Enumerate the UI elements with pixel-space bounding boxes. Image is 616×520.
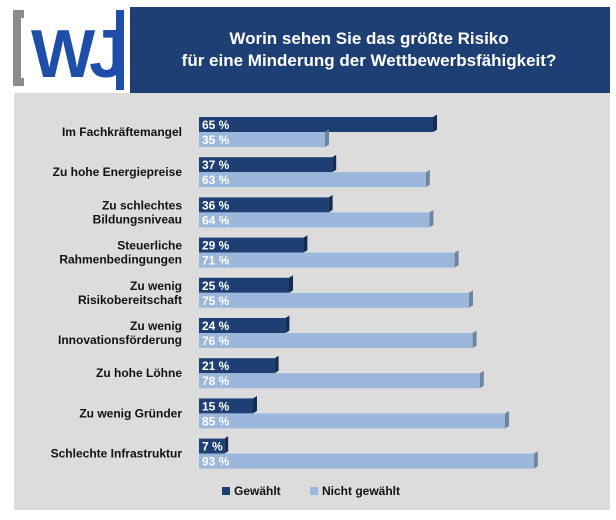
bar-nicht-gewaehlt-7: [199, 413, 505, 429]
legend-label-nicht-gewaehlt: Nicht gewählt: [322, 484, 400, 498]
bar-side-nicht-gewaehlt-3: [454, 250, 459, 268]
category-label-2-line-1: Zu schlechtes: [102, 198, 182, 212]
category-label-2-line-2: Bildungsniveau: [93, 212, 182, 226]
title-line-2: für eine Minderung der Wettbewerbsfähigk…: [182, 51, 557, 70]
bar-gewaehlt-0: [199, 117, 433, 132]
bar-side-nicht-gewaehlt-0: [325, 129, 329, 147]
legend-swatch-gewaehlt: [222, 487, 230, 495]
category-label-6: Zu hohe Löhne: [96, 366, 182, 380]
bar-side-gewaehlt-4: [289, 275, 293, 293]
bar-side-gewaehlt-3: [303, 235, 308, 253]
category-label-7: Zu wenig Gründer: [79, 406, 182, 420]
bar-side-gewaehlt-6: [274, 355, 279, 374]
logo: WJ: [0, 0, 130, 93]
category-label-0: Im Fachkräftemangel: [62, 125, 182, 139]
value-label-nicht-gewaehlt-8: 93 %: [202, 455, 230, 469]
legend: Gewählt Nicht gewählt: [222, 484, 400, 498]
bar-side-gewaehlt-7: [253, 396, 257, 414]
value-label-nicht-gewaehlt-1: 63 %: [202, 173, 230, 187]
legend-swatch-nicht-gewaehlt: [310, 487, 318, 495]
bar-side-nicht-gewaehlt-2: [429, 210, 434, 228]
logo-bar-shape: [116, 10, 124, 90]
bar-nicht-gewaehlt-4: [199, 292, 469, 308]
category-label-4-line-1: Zu wenig: [130, 279, 182, 293]
bar-side-nicht-gewaehlt-1: [425, 169, 430, 188]
bar-nicht-gewaehlt-0: [199, 132, 325, 147]
category-label-4-line-2: Risikobereitschaft: [78, 293, 182, 307]
title-line-1: Worin sehen Sie das größte Risiko: [229, 29, 508, 48]
value-label-gewaehlt-4: 25 %: [202, 279, 230, 293]
bar-gewaehlt-8: [199, 438, 225, 454]
bars-group: 65 %35 % 37 %63 % 36 %64 % 29 %71 % 25 %75 %…: [199, 114, 538, 469]
value-label-nicht-gewaehlt-3: 71 %: [202, 254, 230, 268]
bar-gewaehlt-3: [199, 237, 304, 253]
value-label-nicht-gewaehlt-5: 76 %: [202, 334, 230, 348]
bar-side-nicht-gewaehlt-6: [479, 370, 484, 389]
bar-side-gewaehlt-8: [224, 436, 229, 454]
bar-nicht-gewaehlt-1: [199, 172, 426, 188]
value-label-gewaehlt-1: 37 %: [202, 158, 230, 172]
value-label-nicht-gewaehlt-0: 35 %: [202, 133, 230, 147]
value-label-gewaehlt-2: 36 %: [202, 198, 230, 212]
bar-side-nicht-gewaehlt-7: [505, 411, 509, 429]
bar-nicht-gewaehlt-2: [199, 212, 430, 228]
bar-nicht-gewaehlt-5: [199, 333, 473, 348]
bar-nicht-gewaehlt-8: [199, 453, 534, 469]
value-label-nicht-gewaehlt-4: 75 %: [202, 294, 230, 308]
category-labels: Im Fachkräftemangel Zu hohe Energiepreise…: [51, 125, 183, 461]
category-label-5-line-1: Zu wenig: [130, 319, 182, 333]
value-label-gewaehlt-0: 65 %: [202, 118, 230, 132]
bar-nicht-gewaehlt-6: [199, 373, 480, 389]
bar-side-gewaehlt-0: [433, 114, 437, 132]
category-label-8: Schlechte Infrastruktur: [51, 447, 183, 461]
value-label-gewaehlt-6: 21 %: [202, 359, 230, 373]
value-label-nicht-gewaehlt-2: 64 %: [202, 213, 230, 227]
bar-gewaehlt-7: [199, 398, 253, 414]
category-label-5-line-2: Innovationsförderung: [58, 333, 182, 347]
category-label-3-line-2: Rahmenbedingungen: [59, 253, 182, 267]
bar-gewaehlt-4: [199, 277, 289, 293]
bar-gewaehlt-1: [199, 157, 333, 173]
value-label-gewaehlt-8: 7 %: [202, 440, 223, 454]
category-label-3-line-1: Steuerliche: [117, 239, 182, 253]
bar-side-gewaehlt-2: [328, 195, 333, 213]
value-label-nicht-gewaehlt-7: 85 %: [202, 414, 230, 428]
value-label-gewaehlt-7: 15 %: [202, 399, 230, 413]
bar-gewaehlt-6: [199, 358, 275, 374]
bar-side-nicht-gewaehlt-8: [533, 451, 538, 469]
bar-gewaehlt-5: [199, 318, 286, 333]
value-label-gewaehlt-3: 29 %: [202, 239, 230, 253]
logo-bracket-shape: [13, 10, 24, 86]
value-label-gewaehlt-5: 24 %: [202, 319, 230, 333]
category-label-1: Zu hohe Energiepreise: [53, 165, 183, 179]
header-band: [130, 7, 610, 93]
legend-label-gewaehlt: Gewählt: [234, 484, 281, 498]
bar-side-nicht-gewaehlt-4: [469, 290, 473, 308]
value-label-nicht-gewaehlt-6: 78 %: [202, 374, 230, 388]
bar-side-gewaehlt-1: [332, 154, 337, 173]
logo-text: WJ: [31, 16, 123, 92]
bar-side-gewaehlt-5: [285, 315, 290, 333]
bar-side-nicht-gewaehlt-5: [472, 330, 477, 348]
bar-nicht-gewaehlt-3: [199, 252, 455, 268]
bar-gewaehlt-2: [199, 197, 329, 213]
